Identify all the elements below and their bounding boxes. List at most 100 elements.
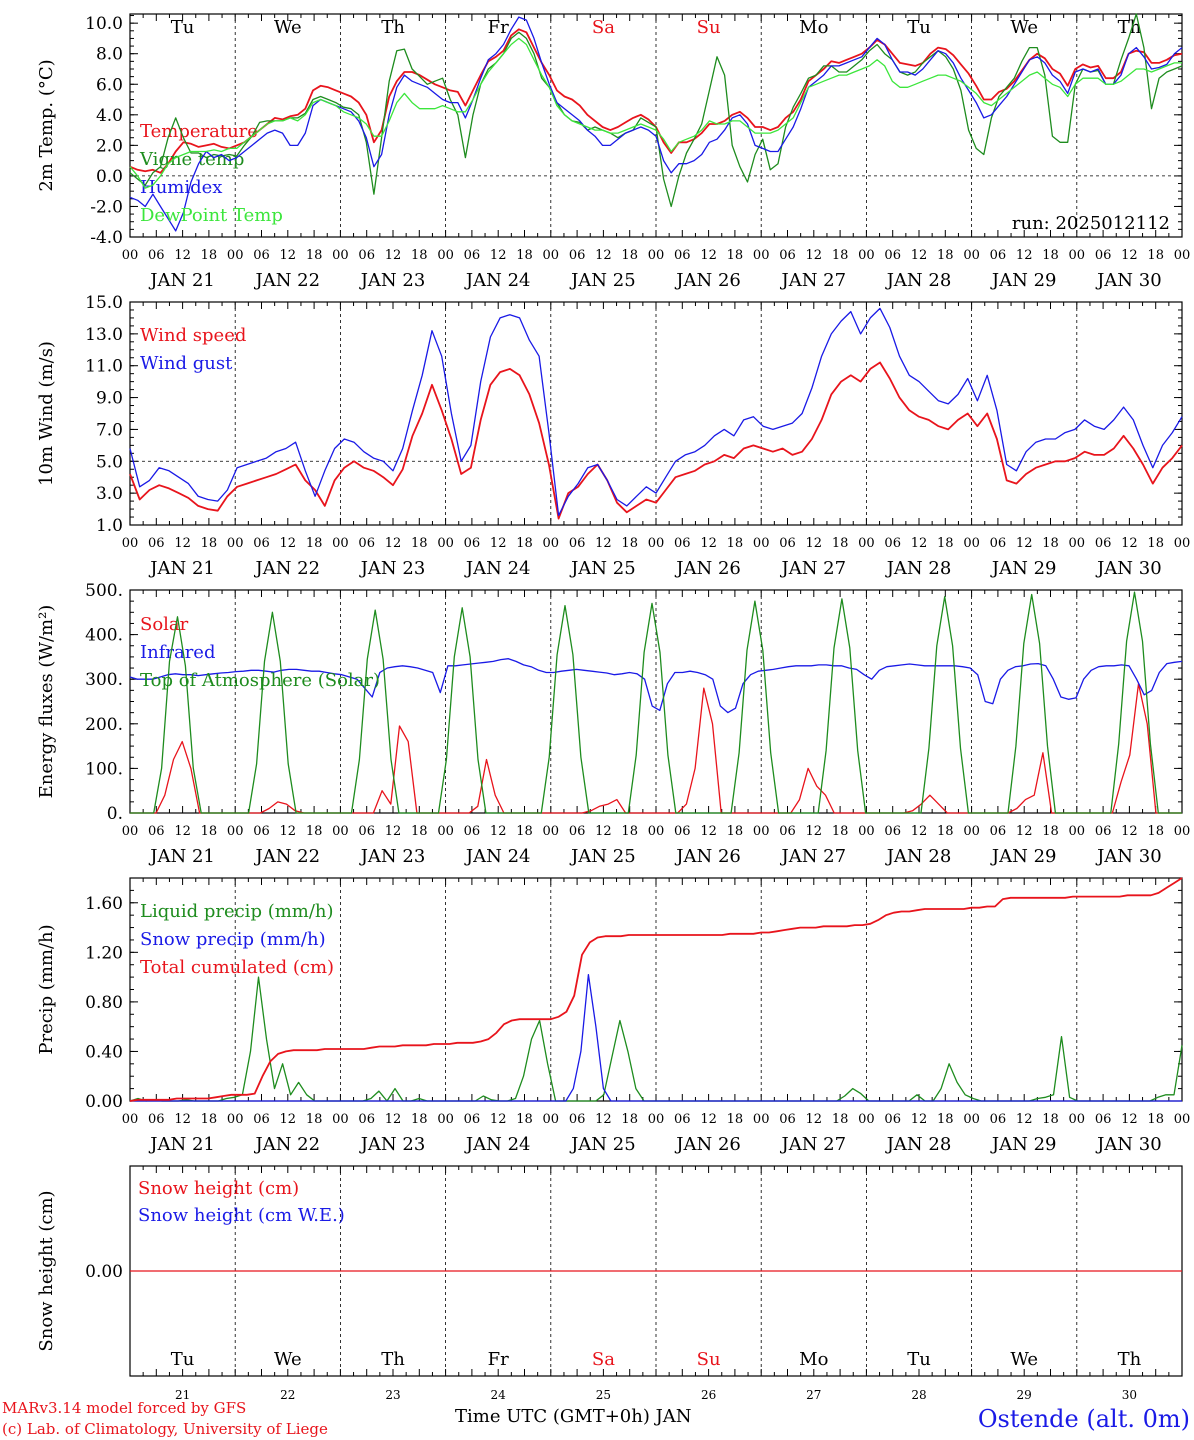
hour-tick-label: 06 [1095, 824, 1112, 839]
hour-tick-label: 12 [595, 824, 612, 839]
hour-tick-label: 12 [1016, 824, 1033, 839]
day-label: JAN 23 [359, 558, 426, 579]
hour-tick-label: 18 [937, 536, 954, 551]
weekday-label: Sa [592, 17, 615, 38]
hour-tick-label: 18 [516, 1112, 533, 1127]
hour-tick-label: 18 [411, 536, 428, 551]
series-line-dewpoint-temp [129, 37, 1182, 189]
series-line-humidex [129, 16, 1183, 232]
hour-tick-label: 18 [516, 536, 533, 551]
plot-frame [129, 589, 1183, 814]
y-tick-label: 11.0 [85, 357, 123, 377]
y-tick-label: 0. [107, 804, 123, 824]
day-label: JAN 22 [254, 1134, 321, 1155]
hour-tick-label: 12 [280, 824, 297, 839]
hour-tick-label: 00 [1174, 824, 1191, 839]
hour-tick-label: 00 [648, 536, 665, 551]
hour-tick-label: 12 [700, 248, 717, 263]
day-label: JAN 22 [254, 270, 321, 291]
hour-tick-label: 12 [174, 824, 191, 839]
day-label: JAN 25 [569, 846, 636, 867]
y-tick-label: 1.0 [96, 516, 123, 536]
hour-tick-label: 00 [122, 248, 139, 263]
hour-tick-label: 06 [253, 824, 270, 839]
hour-tick-label: 18 [411, 248, 428, 263]
hour-tick-label: 00 [1069, 536, 1086, 551]
weekday-label: We [1010, 1349, 1038, 1370]
hour-tick-label: 12 [1121, 1112, 1138, 1127]
hour-tick-label: 06 [569, 824, 586, 839]
hour-tick-label: 00 [648, 1112, 665, 1127]
hour-tick-label: 06 [569, 536, 586, 551]
hour-tick-label: 12 [595, 536, 612, 551]
y-tick-label: 1.20 [85, 943, 123, 963]
weekday-label: We [1010, 17, 1038, 38]
hour-tick-label: 12 [1121, 248, 1138, 263]
day-label: JAN 23 [359, 270, 426, 291]
hour-tick-label: 00 [1069, 1112, 1086, 1127]
y-tick-label: 0.40 [85, 1042, 123, 1062]
hour-tick-label: 00 [543, 1112, 560, 1127]
hour-tick-label: 00 [332, 1112, 349, 1127]
hour-tick-label: 00 [963, 824, 980, 839]
hour-tick-label: 12 [911, 824, 928, 839]
series-line-wind-gust [129, 307, 1183, 517]
hour-tick-label: 18 [306, 824, 323, 839]
hour-tick-label: 18 [832, 536, 849, 551]
y-tick-label: 8.0 [96, 45, 123, 65]
hour-tick-label: 00 [437, 1112, 454, 1127]
day-number-label: 30 [1122, 1388, 1137, 1402]
hour-tick-label: 00 [122, 824, 139, 839]
day-label: JAN 22 [254, 558, 321, 579]
legend-entry: Solar [140, 614, 189, 635]
hour-tick-label: 18 [201, 824, 218, 839]
y-tick-label: 6.0 [96, 75, 123, 95]
panel-5: 0.00 Snow height (cm) Snow height (cm) Snow… [36, 1165, 1183, 1402]
hour-tick-label: 18 [1042, 1112, 1059, 1127]
weekday-label: Tu [171, 1349, 195, 1370]
y-axis-label: 2m Temp. (°C) [36, 59, 57, 191]
hour-tick-label: 06 [358, 248, 375, 263]
legend-entry: Humidex [140, 177, 222, 198]
day-label: JAN 29 [990, 270, 1057, 291]
y-axis-label: Energy fluxes (W/m²) [36, 605, 57, 799]
hour-tick-label: 18 [937, 824, 954, 839]
hour-tick-label: 12 [700, 824, 717, 839]
hour-tick-label: 00 [648, 824, 665, 839]
day-label: JAN 28 [885, 558, 952, 579]
day-label: JAN 21 [148, 558, 215, 579]
hour-tick-label: 18 [727, 536, 744, 551]
hour-tick-label: 12 [174, 1112, 191, 1127]
day-label: JAN 25 [569, 1134, 636, 1155]
hour-tick-label: 00 [858, 824, 875, 839]
hour-tick-label: 00 [1174, 248, 1191, 263]
hour-tick-label: 06 [884, 536, 901, 551]
hour-tick-label: 06 [253, 1112, 270, 1127]
hour-tick-label: 00 [753, 536, 770, 551]
panel-1: -4.0 -2.0 0.0 2.0 4.0 6.0 8.0 10.0 2m Temp. (°C)… [36, 13, 1191, 291]
day-label: JAN 28 [885, 1134, 952, 1155]
day-label: JAN 27 [780, 1134, 847, 1155]
hour-tick-label: 00 [963, 536, 980, 551]
y-axis-label: 10m Wind (m/s) [36, 341, 57, 486]
legend-entry: Infrared [140, 642, 215, 663]
hour-tick-label: 12 [490, 536, 507, 551]
hour-tick-label: 18 [201, 248, 218, 263]
hour-tick-label: 00 [753, 248, 770, 263]
weekday-label: Fr [488, 1349, 509, 1370]
hour-tick-label: 06 [569, 248, 586, 263]
hour-tick-label: 00 [1069, 248, 1086, 263]
hour-tick-label: 18 [621, 536, 638, 551]
legend-entry: Liquid precip (mm/h) [140, 901, 334, 922]
day-label: JAN 26 [674, 270, 741, 291]
hour-tick-label: 12 [806, 1112, 823, 1127]
hour-tick-label: 12 [280, 536, 297, 551]
day-label: JAN 27 [780, 846, 847, 867]
hour-tick-label: 18 [727, 248, 744, 263]
hour-tick-label: 12 [1121, 824, 1138, 839]
weekday-label: Th [1118, 1349, 1142, 1370]
hour-tick-label: 00 [332, 824, 349, 839]
hour-tick-label: 12 [1016, 248, 1033, 263]
hour-tick-label: 06 [779, 536, 796, 551]
legend-entry: Total cumulated (cm) [140, 957, 334, 978]
